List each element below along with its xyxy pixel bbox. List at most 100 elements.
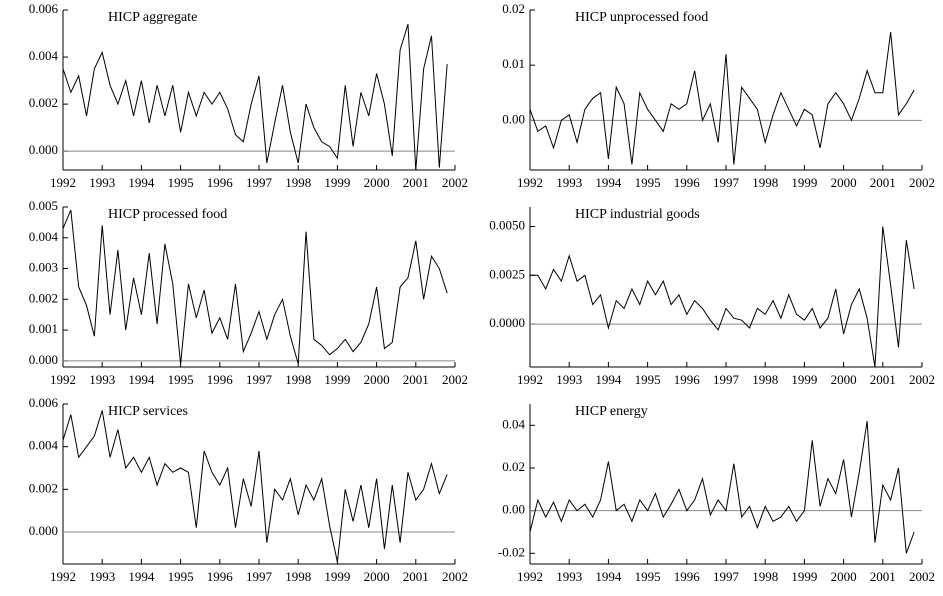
y-tick-label: 0.01	[502, 56, 525, 71]
x-tick-label: 1992	[50, 569, 76, 584]
x-tick-label: 1992	[517, 569, 543, 584]
x-tick-label: 1996	[207, 372, 234, 387]
x-tick-label: 2001	[870, 569, 896, 584]
x-tick-label: 1997	[246, 175, 273, 190]
x-tick-label: 1997	[713, 175, 740, 190]
x-tick-label: 1993	[89, 175, 115, 190]
x-tick-label: 1997	[246, 569, 273, 584]
y-tick-label: 0.00	[502, 111, 525, 126]
x-tick-label: 1992	[517, 175, 543, 190]
data-line	[62, 209, 448, 365]
y-tick-label: 0.006	[29, 395, 59, 410]
x-tick-label: 1995	[635, 569, 661, 584]
x-tick-label: 2002	[442, 175, 468, 190]
x-tick-label: 1997	[713, 372, 740, 387]
y-tick-label: -0.02	[498, 544, 525, 559]
y-tick-label: 0.005	[29, 198, 58, 213]
x-tick-label: 1995	[168, 372, 194, 387]
x-tick-label: 1996	[674, 372, 701, 387]
x-tick-label: 1993	[89, 569, 115, 584]
panel-title: HICP services	[108, 404, 188, 419]
panel-title: HICP processed food	[108, 207, 227, 222]
y-tick-label: 0.006	[29, 1, 59, 16]
x-tick-label: 2001	[403, 175, 429, 190]
x-tick-label: 2001	[403, 372, 429, 387]
x-tick-label: 2001	[403, 569, 429, 584]
x-tick-label: 1996	[674, 569, 701, 584]
y-tick-label: 0.0000	[489, 315, 525, 330]
x-tick-label: 2002	[442, 372, 468, 387]
y-tick-label: 0.000	[29, 523, 58, 538]
x-tick-label: 1999	[324, 175, 350, 190]
x-tick-label: 2002	[909, 175, 935, 190]
x-tick-label: 1997	[246, 372, 273, 387]
x-tick-label: 1994	[595, 175, 622, 190]
data-line	[529, 420, 915, 554]
x-tick-label: 1999	[791, 175, 817, 190]
panel-title: HICP aggregate	[108, 10, 197, 25]
x-tick-label: 2000	[831, 569, 857, 584]
y-tick-label: 0.0050	[489, 217, 525, 232]
x-tick-label: 2001	[870, 175, 896, 190]
x-tick-label: 1998	[285, 569, 311, 584]
x-tick-label: 1998	[752, 569, 778, 584]
y-tick-label: 0.02	[502, 459, 525, 474]
x-tick-label: 1995	[635, 372, 661, 387]
x-tick-label: 2000	[364, 175, 390, 190]
y-tick-label: 0.0025	[489, 266, 525, 281]
y-tick-label: 0.002	[29, 480, 58, 495]
x-tick-label: 2000	[364, 569, 390, 584]
x-tick-label: 1992	[50, 175, 76, 190]
x-tick-label: 1994	[595, 372, 622, 387]
panel-title: HICP energy	[575, 404, 648, 419]
x-tick-label: 1999	[324, 372, 350, 387]
x-tick-label: 1998	[285, 372, 311, 387]
data-line	[62, 23, 448, 171]
y-tick-label: 0.004	[29, 438, 59, 453]
x-tick-label: 1999	[791, 372, 817, 387]
data-line	[529, 32, 915, 165]
x-tick-label: 1993	[556, 175, 582, 190]
x-tick-label: 1995	[635, 175, 661, 190]
x-tick-label: 1996	[674, 175, 701, 190]
y-tick-label: 0.00	[502, 502, 525, 517]
x-tick-label: 1992	[50, 372, 76, 387]
x-tick-label: 2000	[364, 372, 390, 387]
x-tick-label: 1998	[752, 175, 778, 190]
y-tick-label: 0.002	[29, 290, 58, 305]
data-line	[62, 410, 448, 562]
y-tick-label: 0.002	[29, 95, 58, 110]
x-tick-label: 1994	[128, 372, 155, 387]
data-line	[530, 226, 915, 368]
x-tick-label: 1995	[168, 175, 194, 190]
x-tick-label: 2001	[870, 372, 896, 387]
y-tick-label: 0.02	[502, 1, 525, 16]
x-tick-label: 1999	[324, 569, 350, 584]
y-tick-label: 0.000	[29, 142, 58, 157]
x-tick-label: 1994	[128, 569, 155, 584]
x-tick-label: 1996	[207, 175, 234, 190]
x-tick-label: 1993	[556, 569, 582, 584]
x-tick-label: 1995	[168, 569, 194, 584]
x-tick-label: 1993	[556, 372, 582, 387]
x-tick-label: 1999	[791, 569, 817, 584]
x-tick-label: 2000	[831, 175, 857, 190]
y-tick-label: 0.04	[502, 416, 525, 431]
x-tick-label: 1996	[207, 569, 234, 584]
x-tick-label: 1997	[713, 569, 740, 584]
x-tick-label: 1994	[595, 569, 622, 584]
x-tick-label: 1992	[517, 372, 543, 387]
x-tick-label: 1993	[89, 372, 115, 387]
x-tick-label: 2002	[909, 569, 935, 584]
x-tick-label: 2000	[831, 372, 857, 387]
y-tick-label: 0.000	[29, 352, 58, 367]
panel-title: HICP industrial goods	[575, 207, 700, 222]
y-tick-label: 0.004	[29, 48, 59, 63]
y-tick-label: 0.003	[29, 260, 58, 275]
x-tick-label: 2002	[909, 372, 935, 387]
x-tick-label: 1998	[285, 175, 311, 190]
panel-title: HICP unprocessed food	[575, 10, 708, 25]
y-tick-label: 0.001	[29, 321, 58, 336]
x-tick-label: 1994	[128, 175, 155, 190]
